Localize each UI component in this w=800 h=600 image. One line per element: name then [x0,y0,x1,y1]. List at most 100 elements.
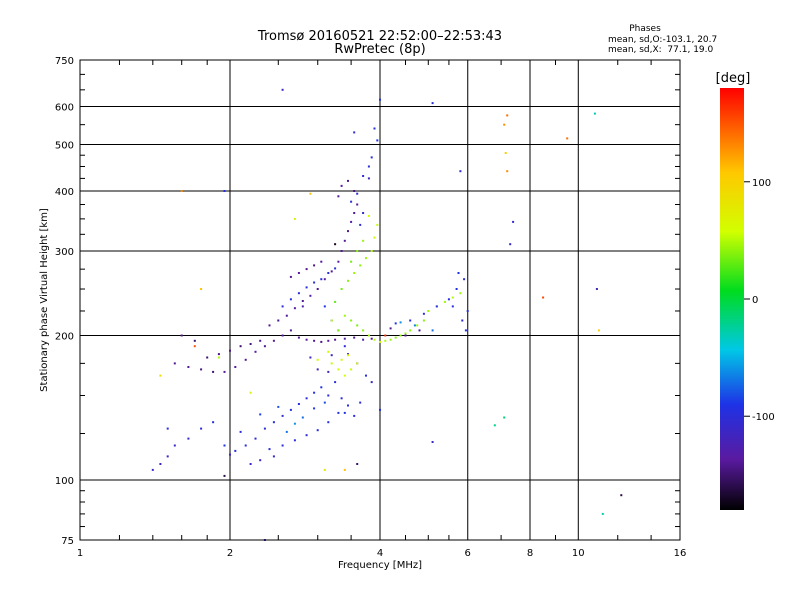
y-ticks: 75 100 200 300 400 500 600 750 [55,56,680,547]
data-point [166,427,169,430]
data-point [249,463,252,465]
data-point [173,362,176,365]
data-point [353,190,356,192]
data-point [350,220,353,223]
data-point [367,165,370,168]
data-point [305,286,308,289]
data-point [353,272,356,274]
data-point [259,413,262,416]
data-point [272,455,275,458]
x-ticks: 1 2 4 6 8 10 16 [77,60,686,559]
data-point [597,329,600,332]
data-point [367,177,370,180]
data-point [305,338,308,341]
data-point [343,374,346,377]
data-point [343,345,346,348]
data-point [200,288,203,290]
data-point [365,374,367,377]
data-point [416,324,419,327]
data-point [451,296,454,299]
data-point [289,275,292,278]
y-tick-label: 600 [55,103,74,114]
data-point [384,339,387,342]
data-point [244,358,247,361]
data-point [234,366,237,368]
data-point [330,270,333,273]
data-point [200,427,203,430]
x-tick-label: 2 [227,548,233,559]
data-point [268,324,271,327]
data-point [212,370,215,373]
phases-title: Phases [629,24,661,34]
data-point [200,368,203,371]
data-point [249,343,252,345]
chart-subtitle: RwPretec (8p) [334,42,425,57]
data-point [281,88,284,91]
data-point [305,397,308,400]
data-point [320,278,323,281]
data-point [277,405,280,408]
data-point [297,336,300,339]
data-point [323,278,326,281]
data-point [263,427,266,430]
data-point [180,334,183,337]
data-point [330,362,333,365]
data-point [362,239,365,242]
data-point [431,329,434,332]
data-point [244,444,247,447]
data-point [340,358,343,361]
data-point [389,338,392,341]
data-point [323,468,326,471]
data-point [166,455,169,458]
data-point [353,212,356,214]
data-point [373,127,376,130]
data-point [259,459,262,462]
data-point [350,200,353,203]
data-point [327,370,330,373]
data-point [367,334,370,337]
data-point [313,264,316,267]
data-point [285,314,288,317]
colorbar-tick-label: 100 [752,178,771,189]
colorbar [720,88,744,510]
data-point [463,278,466,281]
data-point [301,300,304,302]
data-point [327,394,330,397]
data-point [330,319,333,322]
y-tick-label: 500 [55,141,74,152]
data-point [595,288,598,290]
data-point [281,414,284,417]
data-point [316,429,319,432]
data-point [359,401,362,404]
data-point [459,170,462,173]
chart-title: Tromsø 20160521 22:52:00–22:53:43 [257,29,502,44]
data-point [356,250,359,252]
data-point [206,356,209,359]
y-tick-label: 100 [55,476,74,487]
data-point [370,381,373,384]
colorbar-ticks: 100 0 -100 [744,178,775,423]
data-point [337,329,340,332]
data-point [409,319,412,322]
data-point [347,230,349,233]
data-point [293,217,296,220]
data-point [305,268,308,271]
data-point [334,338,337,341]
data-point [503,123,506,126]
data-point [347,353,349,356]
data-point [376,223,379,226]
data-point [435,305,438,308]
data-point [356,324,359,327]
data-point [373,236,376,239]
data-point [289,298,292,301]
data-point [464,329,467,332]
data-point [234,449,237,452]
data-point [459,292,462,295]
data-point [239,345,242,348]
data-point [229,453,231,456]
data-point [229,349,231,352]
data-point [327,421,330,424]
data-point [427,310,430,312]
data-point [293,307,296,310]
data-point [353,414,356,417]
